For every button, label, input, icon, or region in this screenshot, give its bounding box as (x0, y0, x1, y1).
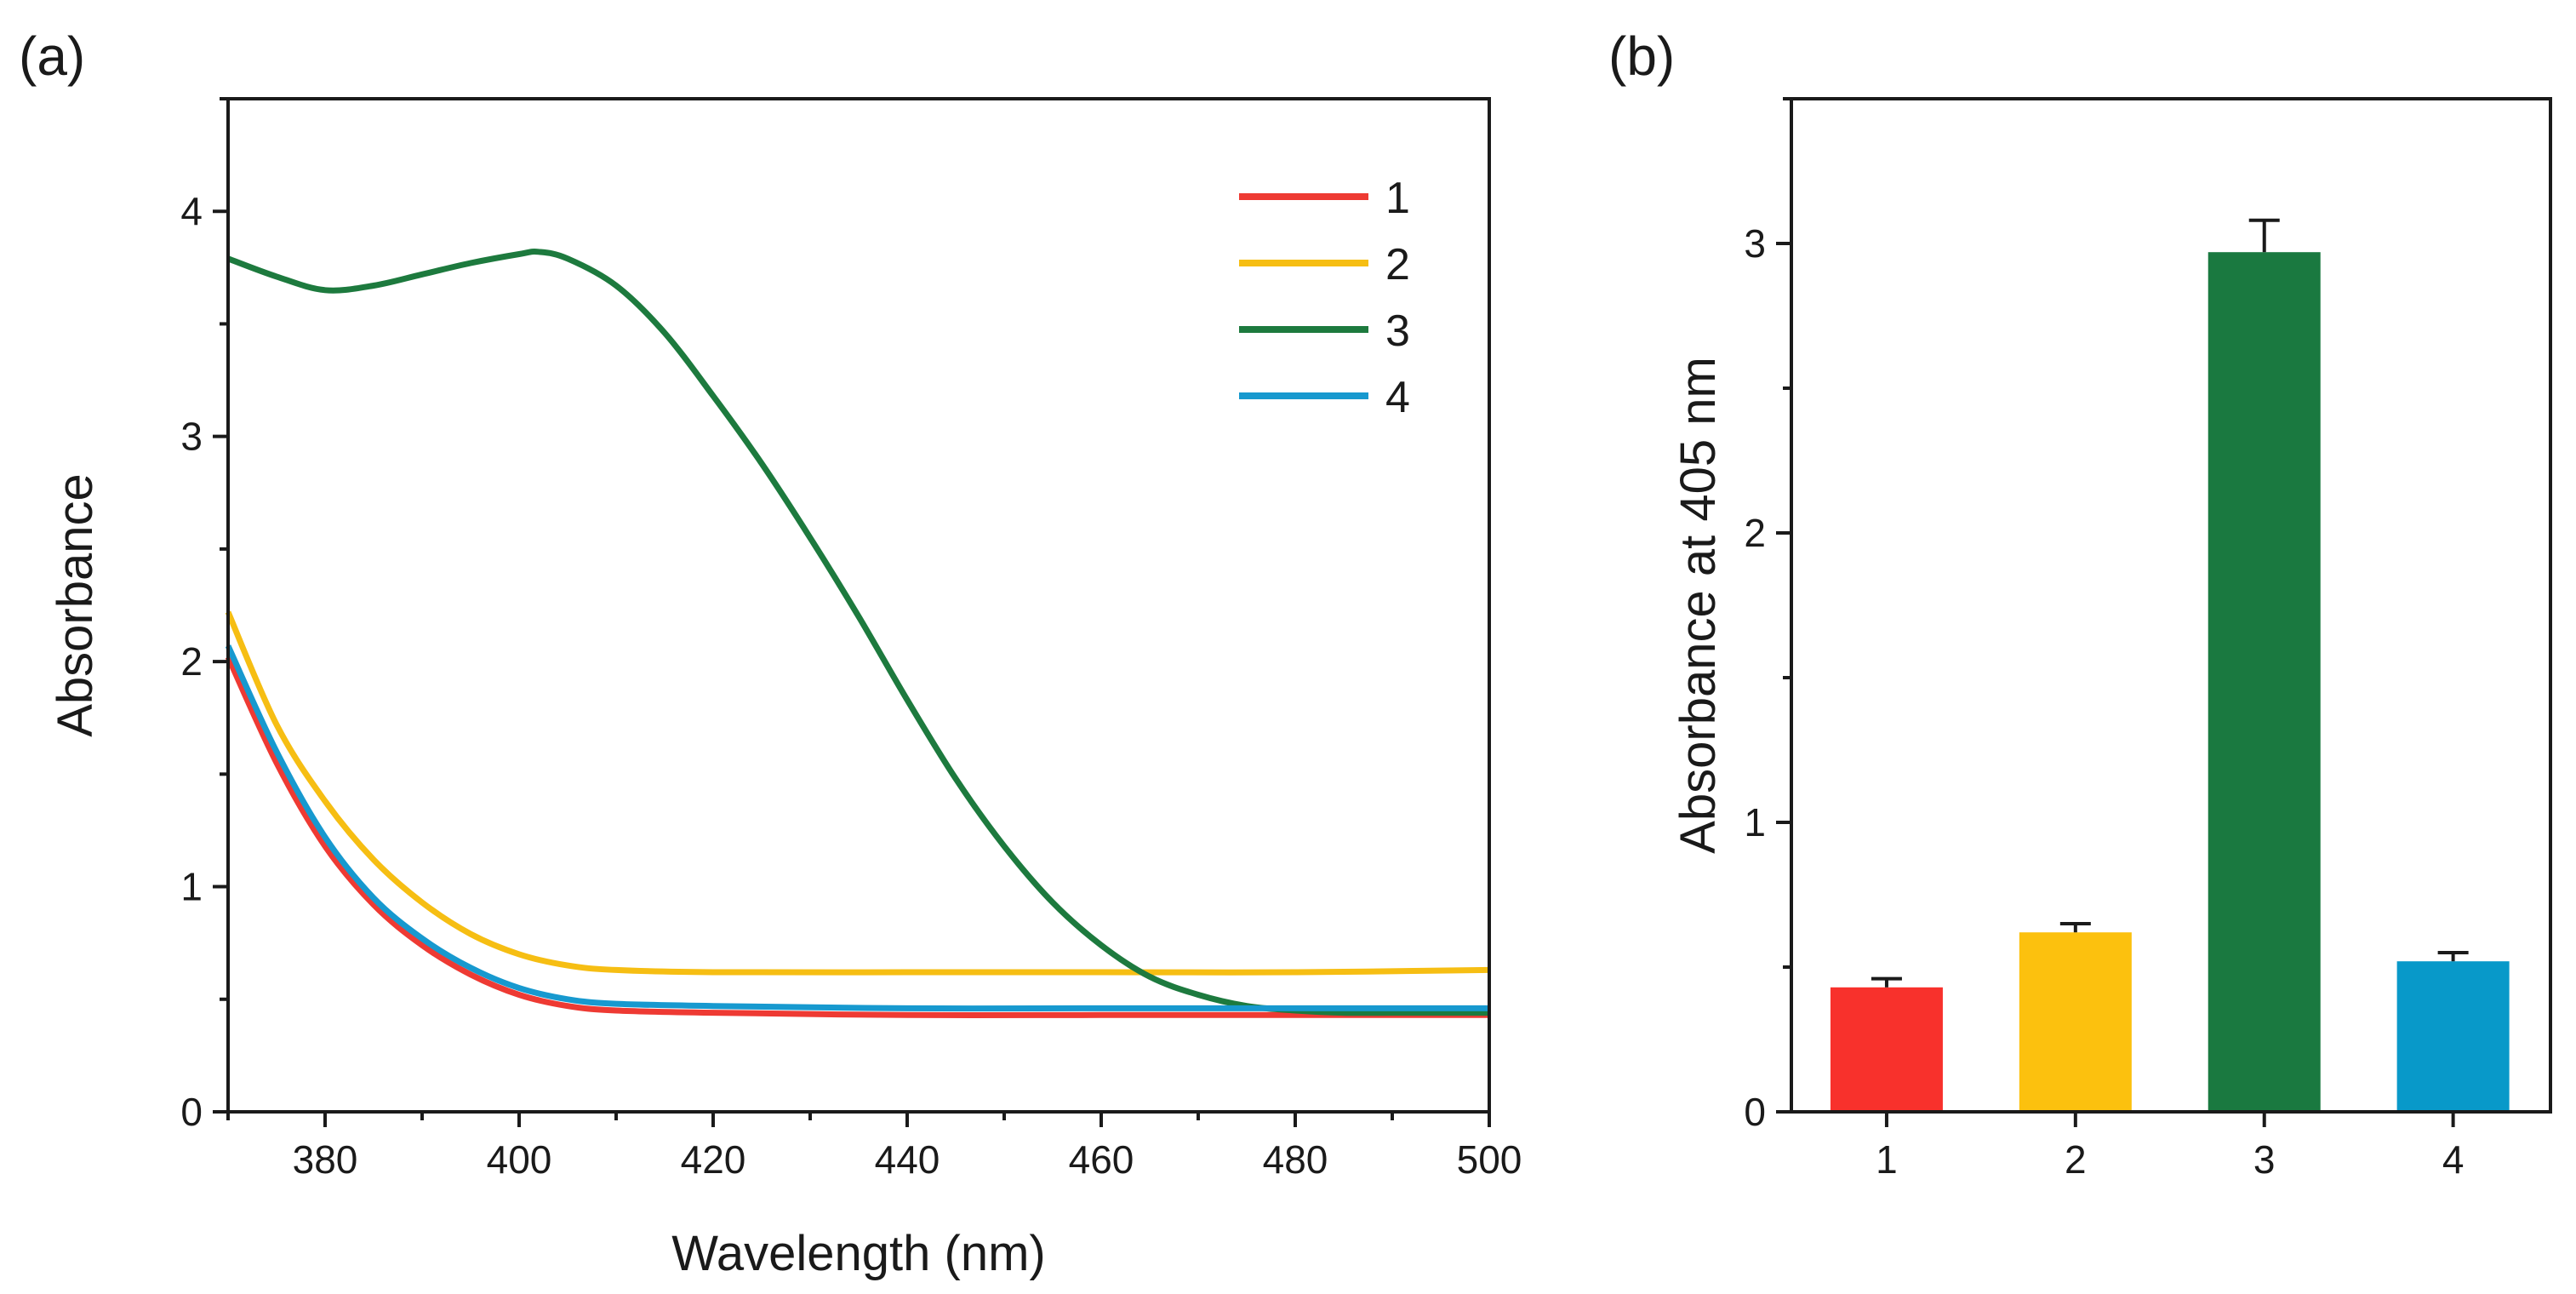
y-tick-label: 1 (180, 865, 203, 909)
x-tick-label: 400 (487, 1137, 552, 1182)
x-tick-label: 3 (2253, 1137, 2276, 1182)
y-tick-label: 3 (180, 415, 203, 459)
legend-label: 2 (1385, 240, 1410, 289)
y-axis-ticks: 0 1 2 3 4 (180, 97, 228, 1134)
y-axis-title: Absorbance (48, 473, 103, 737)
x-tick-label: 480 (1263, 1137, 1328, 1182)
y-tick-label: 2 (1744, 511, 1766, 555)
legend-label: 4 (1385, 373, 1410, 422)
bar-chart-panel: (b) 1 2 3 4 0 1 2 3 Absorbance at 405 nm (1608, 26, 2552, 1182)
series-line-2 (225, 610, 1490, 976)
x-tick-label: 420 (681, 1137, 746, 1182)
plot-frame (226, 97, 1491, 1114)
x-tick-label: 4 (2442, 1137, 2465, 1182)
bar-3 (2208, 252, 2321, 1112)
bar-4 (2396, 961, 2510, 1112)
x-axis-ticks: 1 2 3 4 (1876, 1112, 2464, 1182)
series-line-1 (225, 656, 1489, 1018)
y-tick-label: 3 (1744, 221, 1766, 266)
line-chart-panel: (a) 1 2 3 4 380 400 420 440 460 480 500 0 1 2 3 4 Wav… (19, 26, 1522, 1281)
x-axis-title: Wavelength (nm) (671, 1226, 1045, 1281)
x-tick-label: 440 (875, 1137, 940, 1182)
panel-b-label: (b) (1608, 26, 1675, 87)
y-tick-label: 0 (180, 1090, 203, 1134)
y-tick-label: 2 (180, 639, 203, 684)
y-axis-title: Absorbance at 405 nm (1671, 357, 1726, 854)
y-tick-label: 1 (1744, 800, 1766, 845)
legend: 1 2 3 4 (1239, 174, 1410, 422)
y-tick-label: 0 (1744, 1090, 1766, 1134)
x-axis-ticks: 380 400 420 440 460 480 500 (226, 1112, 1522, 1182)
series-lines (225, 249, 1490, 1018)
x-tick-label: 500 (1457, 1137, 1522, 1182)
x-tick-label: 380 (293, 1137, 358, 1182)
panel-a-label: (a) (19, 26, 85, 87)
y-axis-ticks: 0 1 2 3 (1744, 97, 1791, 1134)
x-tick-label: 460 (1069, 1137, 1134, 1182)
bar-1 (1830, 987, 1943, 1112)
plot-frame (1790, 97, 2552, 1114)
series-line-4 (225, 644, 1489, 1012)
bars (1830, 218, 2510, 1112)
x-tick-label: 1 (1876, 1137, 1898, 1182)
x-tick-label: 2 (2065, 1137, 2087, 1182)
legend-label: 3 (1385, 306, 1410, 356)
legend-label: 1 (1385, 174, 1410, 223)
bar-2 (2019, 932, 2132, 1112)
y-tick-label: 4 (180, 189, 203, 233)
series-line-3 (226, 249, 1489, 1016)
